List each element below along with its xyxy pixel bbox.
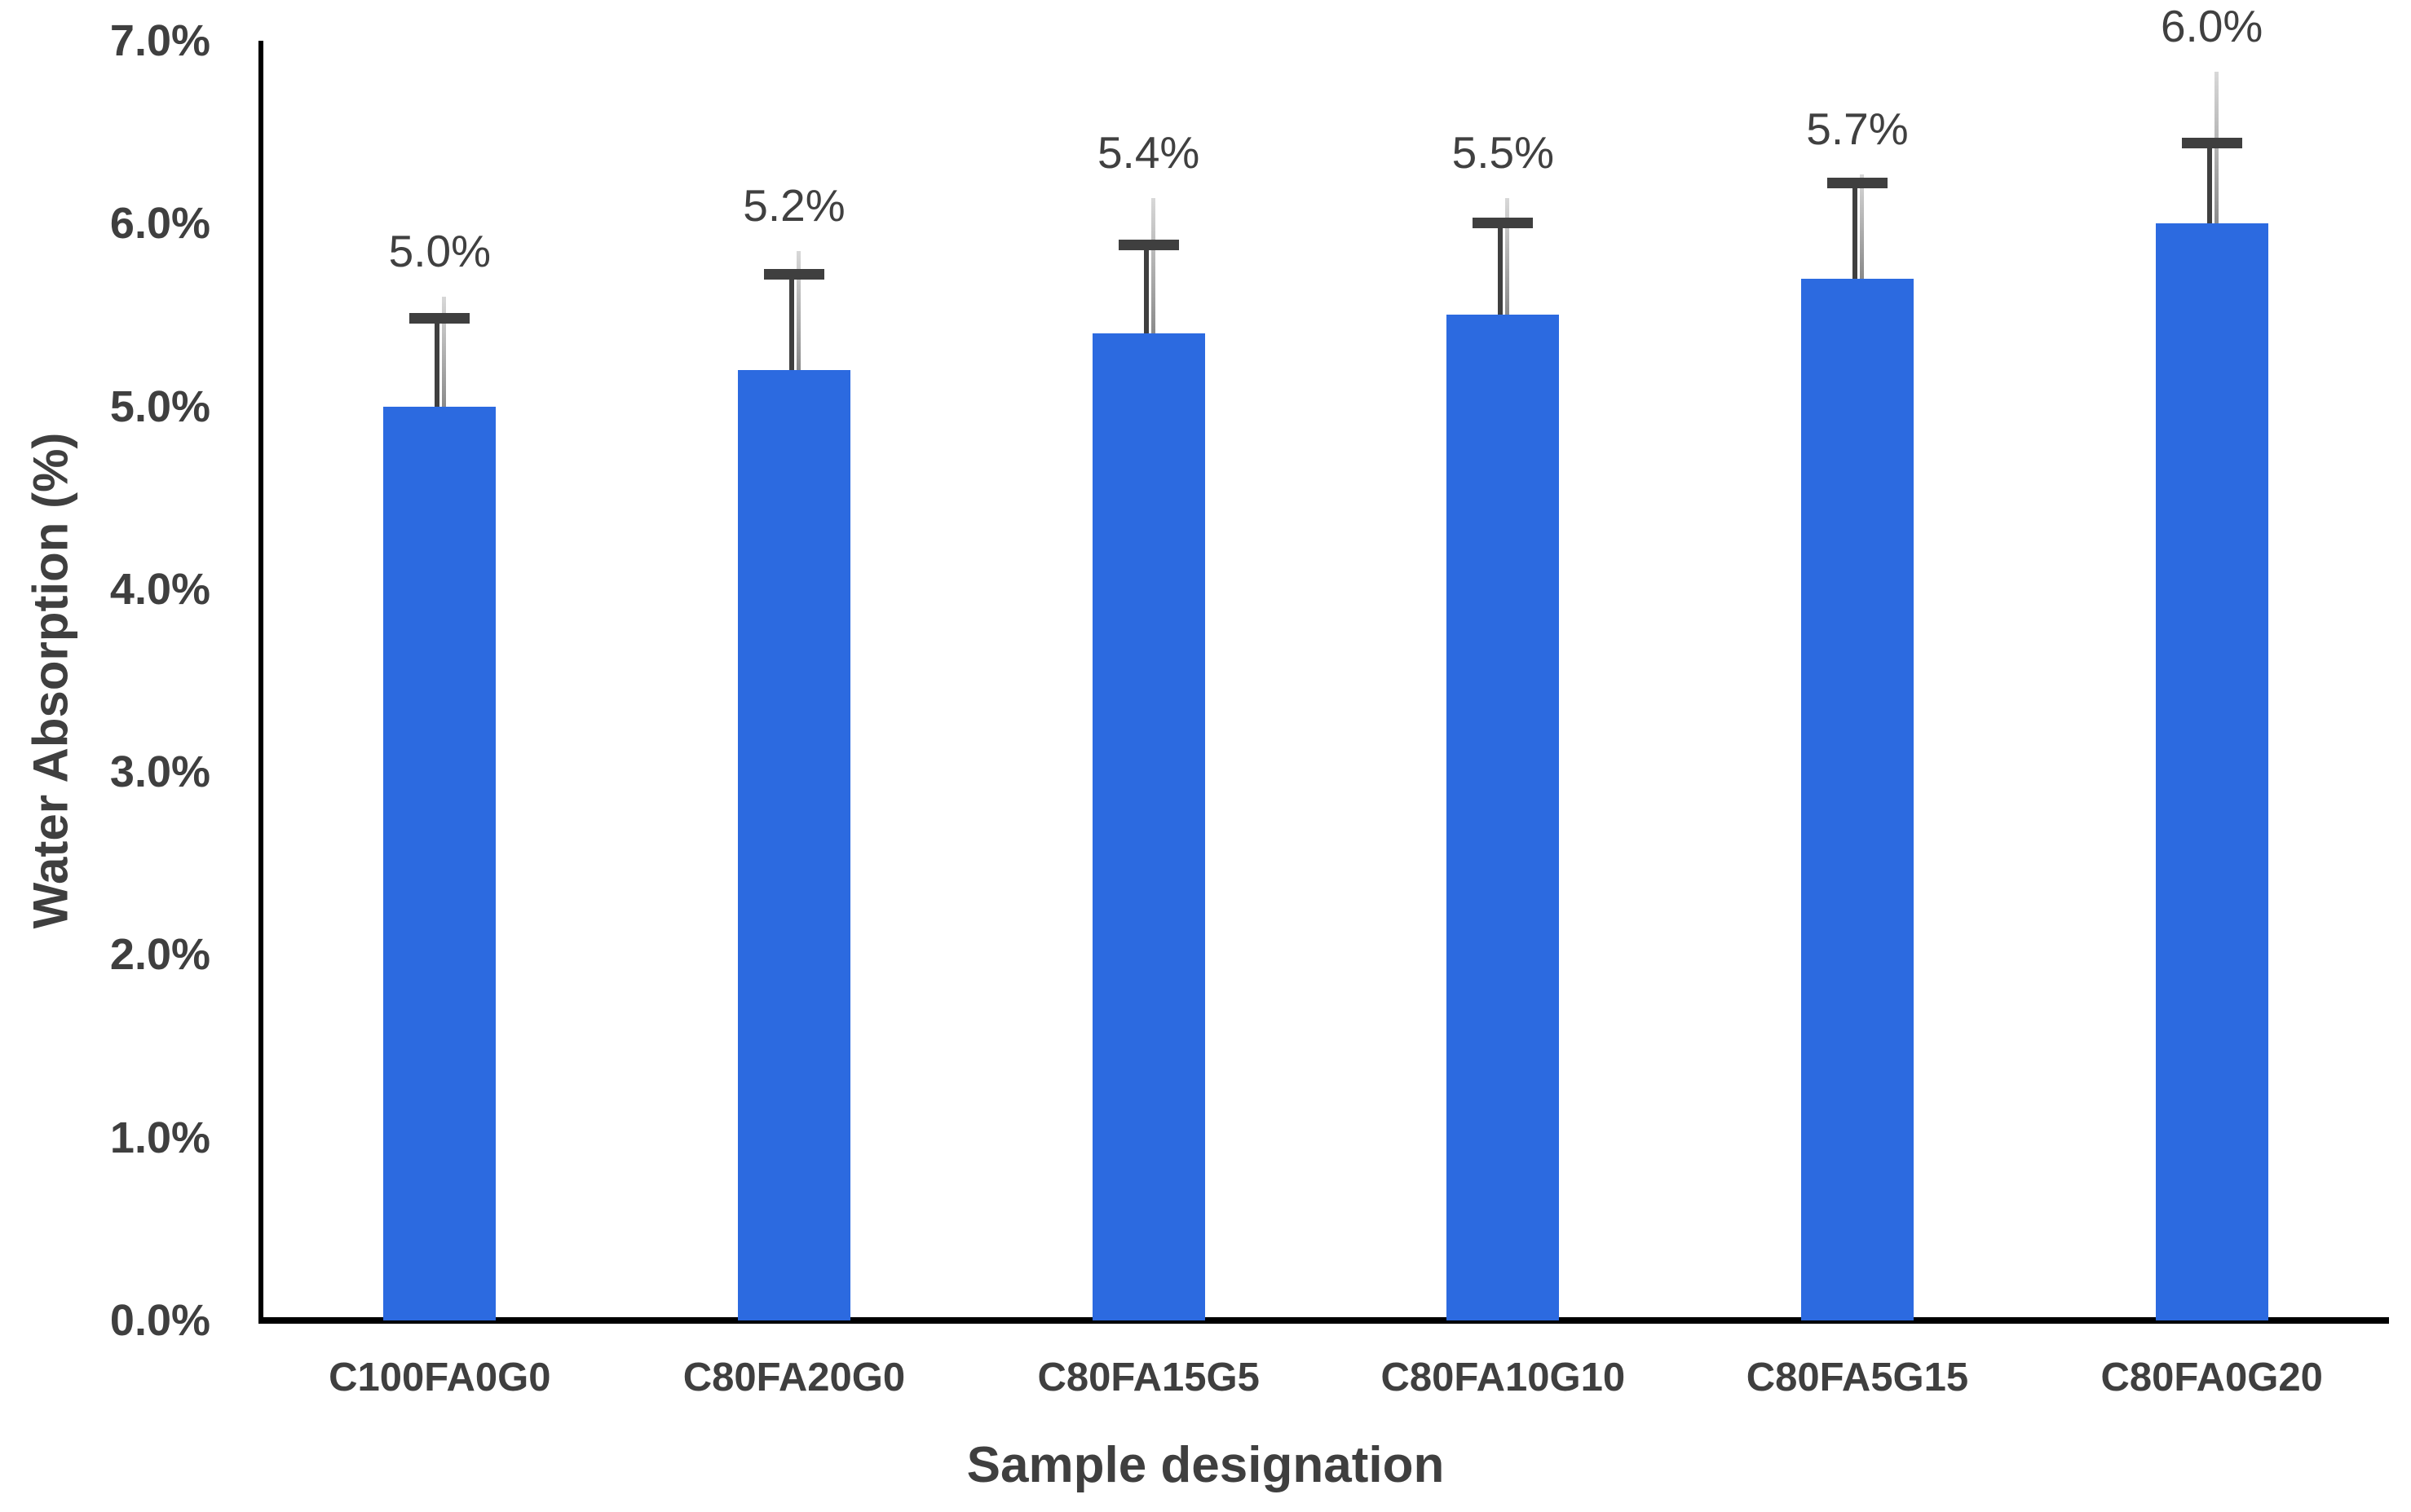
bar [1092, 333, 1205, 1320]
y-tick-label: 3.0% [109, 747, 210, 797]
bar [737, 369, 850, 1320]
error-bar-line [2206, 143, 2212, 251]
error-bar-top-cap [1118, 240, 1179, 251]
bar-slot: 6.0% C80FA0G20 [2034, 1, 2389, 1400]
x-tick-label: C80FA5G15 [1746, 1356, 1969, 1400]
y-tick-label: 1.0% [109, 1113, 210, 1162]
bar-value-label: 5.7% [1806, 103, 1909, 154]
y-tick-label: 7.0% [109, 16, 210, 65]
bar-value-label: 5.2% [743, 179, 846, 231]
error-bar-line [1143, 245, 1149, 355]
x-tick-label: C100FA0G0 [329, 1356, 551, 1400]
y-axis-line [258, 41, 263, 1324]
bar-slot: 5.7% C80FA5G15 [1680, 41, 2035, 1400]
error-bar-line [435, 318, 440, 425]
x-tick-label: C80FA20G0 [682, 1356, 906, 1400]
bar [383, 406, 497, 1320]
error-bar-top-cap [2181, 137, 2242, 148]
bar [1446, 315, 1560, 1320]
bar-slot: 5.0% C100FA0G0 [263, 41, 617, 1400]
error-bar-line [1852, 183, 1857, 293]
bar-slot: 5.4% C80FA15G5 [971, 41, 1326, 1400]
x-tick-label: C80FA10G10 [1380, 1356, 1626, 1400]
error-whisker-line [796, 250, 801, 389]
bar-value-label: 6.0% [2160, 1, 2263, 52]
error-whisker-line [442, 297, 447, 425]
bar-value-label: 5.4% [1097, 126, 1200, 178]
error-whisker-line [2214, 72, 2219, 251]
y-tick-label: 4.0% [109, 564, 210, 614]
bar [2155, 223, 2268, 1320]
x-tick-label: C80FA15G5 [1037, 1356, 1260, 1400]
x-axis-title: Sample designation [966, 1437, 1445, 1493]
y-tick-label: 2.0% [109, 930, 210, 980]
error-bar-top-cap [409, 312, 470, 324]
error-whisker-line [1150, 197, 1155, 355]
error-bar-line [1498, 223, 1504, 333]
y-tick-label: 6.0% [109, 199, 210, 249]
bar-slot: 5.5% C80FA10G10 [1326, 41, 1680, 1400]
error-whisker-line [1859, 174, 1864, 293]
bar-slot: 5.2% C80FA20G0 [617, 41, 972, 1400]
bar [1800, 278, 1914, 1320]
error-bar-line [788, 275, 794, 389]
y-axis-title: Water Absorption (%) [23, 432, 78, 929]
error-bar-top-cap [1826, 177, 1888, 188]
y-tick-label: 5.0% [109, 381, 210, 431]
x-axis-line [258, 1317, 2389, 1324]
x-tick-label: C80FA0G20 [2100, 1356, 2323, 1400]
y-tick-label: 0.0% [109, 1296, 210, 1345]
bar-value-label: 5.0% [388, 226, 492, 276]
error-bar-top-cap [763, 269, 824, 280]
bar-value-label: 5.5% [1451, 126, 1555, 178]
error-whisker-line [1505, 197, 1510, 333]
error-bar-top-cap [1473, 218, 1534, 229]
